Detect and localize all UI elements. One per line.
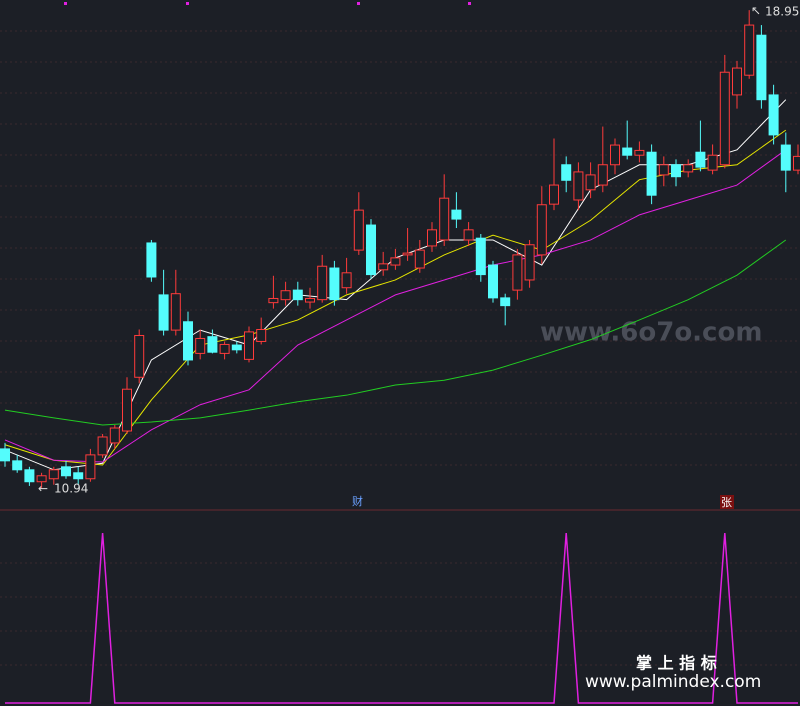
moving-average <box>4 239 787 426</box>
candle-body <box>341 272 352 289</box>
indicator-line <box>5 532 798 704</box>
candle-body <box>378 263 389 271</box>
marker-label: 张 <box>721 496 732 509</box>
candle-body <box>488 264 498 299</box>
candle-body <box>195 337 206 354</box>
candle-body <box>402 252 413 256</box>
candle-body <box>85 454 96 480</box>
candle-body <box>646 151 657 196</box>
candle-body <box>707 154 718 171</box>
candle-body <box>158 294 169 331</box>
candle-body <box>622 147 633 156</box>
candle-body <box>353 209 364 251</box>
candle-body <box>219 343 230 354</box>
watermark: 掌 上 指 标 <box>636 654 717 673</box>
candle-body <box>683 164 694 173</box>
top-pin <box>357 2 360 5</box>
watermark: www.6o7o.com <box>540 318 762 348</box>
candle-body <box>439 197 450 241</box>
candle-body <box>0 448 10 462</box>
candle-body <box>500 297 511 307</box>
low-arrow: ← <box>38 482 48 496</box>
candle-body <box>585 174 596 191</box>
candle-body <box>231 344 242 351</box>
candle-body <box>768 94 779 136</box>
watermark: www.palmindex.com <box>585 672 761 692</box>
candle-body <box>536 204 547 256</box>
candle-body <box>292 289 303 301</box>
candle-body <box>671 164 681 178</box>
candle-body <box>756 34 767 101</box>
candle-body <box>122 388 132 432</box>
top-pin <box>186 2 189 5</box>
candle-body <box>780 144 791 171</box>
candle-body <box>524 244 535 281</box>
marker-box <box>720 495 734 509</box>
high-label: 18.95 <box>765 5 799 19</box>
candle-body <box>73 472 84 480</box>
candle-body <box>695 151 706 168</box>
candle-body <box>561 164 572 181</box>
moving-average <box>4 149 787 463</box>
candle-body <box>793 155 800 171</box>
candle-body <box>207 336 218 353</box>
candle-body <box>280 290 291 301</box>
candle-body <box>719 71 730 166</box>
top-pin <box>64 2 67 5</box>
candle-body <box>549 184 559 205</box>
candle-body <box>256 329 267 342</box>
candle-body <box>573 171 584 201</box>
candle-body <box>427 229 437 247</box>
candle-body <box>146 242 157 278</box>
low-label: 10.94 <box>54 482 88 496</box>
candle-body <box>48 469 59 480</box>
candle-body <box>329 267 340 301</box>
candle-body <box>244 331 254 360</box>
candle-body <box>732 67 742 96</box>
candle-body <box>97 436 108 456</box>
candle-body <box>658 164 669 176</box>
candle-body <box>305 297 315 303</box>
candle-body <box>12 460 23 471</box>
high-arrow: ↖ <box>751 4 761 18</box>
marker-label: 财 <box>352 494 363 508</box>
candle-body <box>475 237 486 276</box>
candle-body <box>366 224 376 276</box>
candle-body <box>512 254 523 291</box>
candle-body <box>268 297 279 304</box>
candle-body <box>109 427 120 444</box>
candle-body <box>634 149 645 156</box>
candle-body <box>36 475 47 483</box>
candle-body <box>134 334 145 378</box>
candle-body <box>451 209 462 220</box>
candle-body <box>317 265 328 301</box>
candle-body <box>24 469 35 483</box>
candle-body <box>610 144 620 166</box>
candle-body <box>390 257 401 266</box>
grid <box>0 2 800 666</box>
candle-body <box>183 321 193 361</box>
candle-body <box>744 24 755 76</box>
marks <box>0 10 800 704</box>
candle-body <box>61 466 71 477</box>
candle-body <box>463 229 474 241</box>
candle-body <box>170 293 181 331</box>
candle-body <box>597 164 608 186</box>
candle-body <box>414 249 425 269</box>
top-pin <box>468 2 471 5</box>
